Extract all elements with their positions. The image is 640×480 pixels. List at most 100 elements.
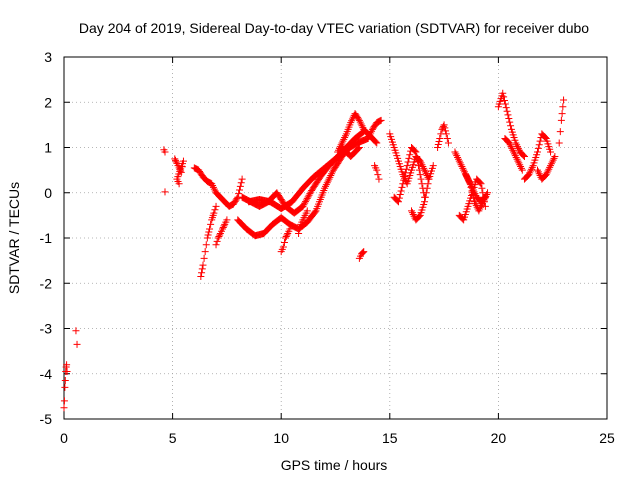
data-point xyxy=(542,171,550,179)
data-point xyxy=(202,241,210,249)
data-point xyxy=(514,157,522,165)
x-tick-label: 25 xyxy=(599,430,615,446)
data-point xyxy=(424,180,432,188)
data-point xyxy=(307,188,315,196)
data-point xyxy=(421,198,429,206)
data-point xyxy=(440,121,448,129)
data-point xyxy=(414,162,422,170)
data-point xyxy=(357,120,365,128)
data-point xyxy=(420,164,428,172)
data-point xyxy=(541,134,549,142)
data-point xyxy=(478,184,486,192)
data-point xyxy=(364,134,372,142)
data-point xyxy=(303,194,311,202)
data-point xyxy=(377,116,385,124)
data-point xyxy=(341,134,349,142)
data-point xyxy=(207,220,215,228)
data-point xyxy=(299,202,307,210)
data-point xyxy=(475,207,483,215)
data-point xyxy=(510,148,518,156)
data-point xyxy=(527,167,535,175)
data-point xyxy=(558,110,566,118)
data-point xyxy=(326,173,334,181)
data-point xyxy=(520,153,528,161)
data-point xyxy=(322,181,330,189)
data-point xyxy=(212,241,220,249)
data-point xyxy=(481,194,489,202)
data-point xyxy=(417,175,425,183)
data-point xyxy=(408,209,416,217)
data-point xyxy=(60,404,68,412)
data-point xyxy=(435,137,443,145)
data-point xyxy=(211,206,219,214)
data-point xyxy=(348,117,356,125)
axis-ticks: 0 5 10 15 20 25 -5 -4 -3 -2 -1 0 1 2 3 xyxy=(40,49,615,446)
data-point xyxy=(208,180,216,188)
data-point xyxy=(201,248,209,256)
data-point xyxy=(61,377,69,385)
data-point xyxy=(200,254,208,262)
data-point xyxy=(464,174,472,182)
data-point xyxy=(323,179,331,187)
data-point xyxy=(444,139,452,147)
data-point xyxy=(505,115,513,123)
data-point xyxy=(480,196,488,204)
data-point xyxy=(465,178,473,186)
data-point xyxy=(513,155,521,163)
data-point xyxy=(400,176,408,184)
data-point xyxy=(525,171,533,179)
data-point xyxy=(413,153,421,161)
data-point xyxy=(322,182,330,190)
data-point xyxy=(282,232,290,240)
data-point xyxy=(544,167,552,175)
data-point xyxy=(375,175,383,183)
data-point xyxy=(546,163,554,171)
data-point xyxy=(476,205,484,213)
data-point xyxy=(543,169,551,177)
data-point xyxy=(421,168,429,176)
data-point xyxy=(209,183,217,191)
data-point xyxy=(468,187,476,195)
data-point xyxy=(405,154,413,162)
data-point xyxy=(478,200,486,208)
data-point xyxy=(306,190,314,198)
data-point xyxy=(394,198,402,206)
data-point xyxy=(356,118,364,126)
data-point xyxy=(63,361,71,369)
y-tick-label: -4 xyxy=(40,366,53,382)
data-point xyxy=(404,158,412,166)
data-point xyxy=(365,133,373,141)
data-point xyxy=(348,115,356,123)
data-point xyxy=(328,168,336,176)
data-point xyxy=(471,198,479,206)
data-point xyxy=(436,134,444,142)
data-point xyxy=(210,209,218,217)
data-point xyxy=(559,103,567,111)
data-point xyxy=(528,163,536,171)
data-point xyxy=(508,144,516,152)
data-point xyxy=(476,179,484,187)
data-point xyxy=(171,155,179,163)
y-tick-label: 2 xyxy=(44,94,52,110)
data-point xyxy=(359,248,367,256)
data-point xyxy=(213,237,221,245)
data-point xyxy=(401,172,409,180)
data-point xyxy=(411,147,419,155)
data-point xyxy=(438,125,446,133)
data-point xyxy=(215,232,223,240)
data-point xyxy=(328,170,336,178)
data-point xyxy=(302,198,310,206)
data-point xyxy=(347,119,355,127)
y-tick-label: 3 xyxy=(44,49,52,65)
data-point xyxy=(549,156,557,164)
data-point xyxy=(555,139,563,147)
data-point xyxy=(534,144,542,152)
x-tick-label: 10 xyxy=(273,430,289,446)
data-point xyxy=(514,144,522,152)
data-point xyxy=(358,249,366,257)
data-point xyxy=(482,192,490,200)
data-point xyxy=(355,144,363,151)
data-point xyxy=(500,96,508,104)
y-tick-label: -2 xyxy=(40,275,53,291)
y-tick-label: -3 xyxy=(40,321,53,337)
